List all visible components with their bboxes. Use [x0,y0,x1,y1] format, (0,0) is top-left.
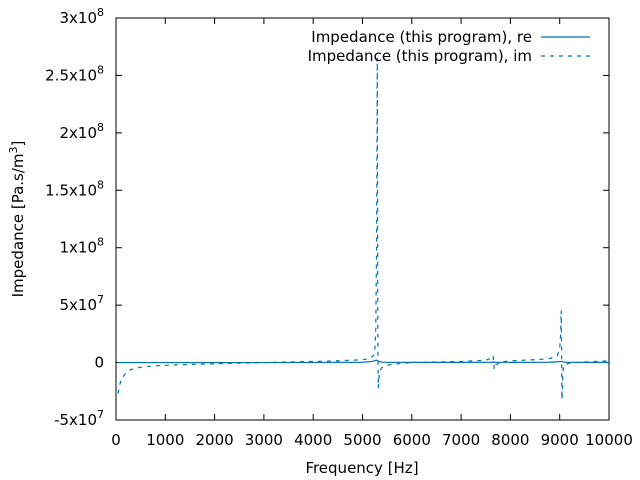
x-tick-label: 3000 [245,431,283,449]
y-tick-label-exponent: 8 [97,121,104,134]
x-axis-ticks: 0 1000 2000 3000 4000 5000 6000 7000 8000 9000 100… [111,18,633,449]
y-tick-label-exponent: 8 [97,236,104,249]
x-tick-label: 9000 [541,431,579,449]
legend: Impedance (this program), re Impedance (… [308,28,590,65]
x-tick-label: 2000 [196,431,234,449]
y-tick-label: 2x108 [59,121,104,142]
y-tick-label-exponent: 8 [97,6,104,19]
y-axis-label-sup: 3 [7,146,20,153]
x-tick-label: 8000 [491,431,529,449]
series-layer [117,57,610,400]
y-axis-label: Impedance [Pa.s/m3] [7,141,27,298]
y-tick-label-base: 2.5x10 [45,66,97,84]
y-tick-label-base: -5x10 [54,411,97,429]
y-tick-label: 1.5x108 [45,178,104,199]
legend-label-im: Impedance (this program), im [308,47,532,65]
y-axis-label-end: ] [9,141,27,147]
y-tick-label-base: 1.5x10 [45,181,97,199]
series-line-re [117,359,609,364]
series-line-im [117,57,610,400]
x-axis-label: Frequency [Hz] [305,459,418,477]
y-tick-label-base: 0 [94,354,104,372]
x-tick-label: 4000 [294,431,332,449]
x-tick-label: 7000 [442,431,480,449]
y-axis-ticks: -5x10705x1071x1081.5x1082x1082.5x1083x10… [45,6,609,429]
x-tick-label: 1000 [146,431,184,449]
x-tick-label: 5000 [343,431,381,449]
y-tick-label-base: 2x10 [59,124,97,142]
legend-label-re: Impedance (this program), re [311,28,532,46]
y-tick-label-base: 3x10 [59,9,97,27]
y-tick-label: 5x107 [59,293,104,314]
y-tick-label-exponent: 8 [97,178,104,191]
y-tick-label-exponent: 7 [97,293,104,306]
y-tick-label-base: 1x10 [59,239,97,257]
y-tick-label: -5x107 [54,408,104,429]
y-tick-label-base: 5x10 [59,296,97,314]
y-axis-label-main: Impedance [Pa.s/m [9,153,27,297]
y-tick-label-exponent: 8 [97,63,104,76]
y-tick-label: 0 [94,354,104,372]
y-tick-label-exponent: 7 [97,408,104,421]
y-tick-label: 3x108 [59,6,104,27]
x-tick-label: 10000 [585,431,633,449]
plot-frame [115,17,610,421]
y-tick-label: 1x108 [59,236,104,257]
x-tick-label: 0 [111,431,121,449]
y-tick-label: 2.5x108 [45,63,104,84]
x-tick-label: 6000 [393,431,431,449]
